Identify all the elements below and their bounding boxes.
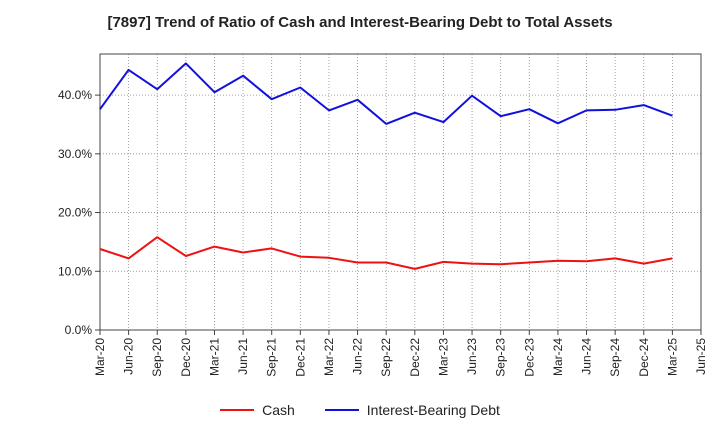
- x-tick-label: Dec-21: [293, 338, 307, 377]
- y-axis: 0.0% 10.0% 20.0% 30.0% 40.0%: [58, 88, 100, 337]
- x-tick-label: Jun-23: [465, 338, 479, 375]
- legend-label-debt: Interest-Bearing Debt: [366, 402, 500, 418]
- legend-swatch-cash: [220, 409, 255, 411]
- legend-item-debt: Interest-Bearing Debt: [324, 402, 500, 418]
- legend-label-cash: Cash: [262, 402, 295, 418]
- legend-swatch-debt: [324, 409, 359, 411]
- grid-lines: [100, 54, 701, 330]
- y-tick-label: 40.0%: [58, 88, 92, 102]
- x-axis: Mar-20 Jun-20 Sep-20 Dec-20 Mar-21 Jun-21 Sep-…: [93, 330, 708, 377]
- x-tick-label: Sep-21: [265, 338, 279, 377]
- x-tick-label: Mar-24: [551, 338, 565, 376]
- x-tick-label: Jun-21: [236, 338, 250, 375]
- y-tick-label: 0.0%: [65, 323, 93, 337]
- x-tick-label: Mar-20: [93, 338, 107, 376]
- x-tick-label: Sep-23: [494, 338, 508, 377]
- x-tick-label: Dec-23: [522, 338, 536, 377]
- x-tick-label: Sep-22: [379, 338, 393, 377]
- x-tick-label: Dec-22: [408, 338, 422, 377]
- legend-item-cash: Cash: [220, 402, 295, 418]
- x-tick-label: Jun-25: [694, 338, 708, 375]
- x-tick-label: Mar-25: [665, 338, 679, 376]
- x-tick-label: Sep-24: [608, 338, 622, 377]
- x-tick-label: Jun-20: [122, 338, 136, 375]
- series-line-debt: [99, 62, 673, 125]
- x-tick-label: Sep-20: [150, 338, 164, 377]
- series-lines: [99, 62, 673, 270]
- y-tick-label: 20.0%: [58, 206, 92, 220]
- x-tick-label: Dec-20: [179, 338, 193, 377]
- x-tick-label: Dec-24: [637, 338, 651, 377]
- series-line-cash: [99, 236, 673, 270]
- x-tick-label: Mar-23: [436, 338, 450, 376]
- x-tick-label: Jun-24: [580, 338, 594, 375]
- x-tick-label: Mar-22: [322, 338, 336, 376]
- x-tick-label: Mar-21: [207, 338, 221, 376]
- legend: Cash Interest-Bearing Debt: [0, 402, 720, 418]
- chart-title: [7897] Trend of Ratio of Cash and Intere…: [107, 14, 613, 31]
- x-tick-label: Jun-22: [351, 338, 365, 375]
- y-tick-label: 10.0%: [58, 264, 92, 278]
- y-tick-label: 30.0%: [58, 147, 92, 161]
- plot-area: [99, 53, 702, 331]
